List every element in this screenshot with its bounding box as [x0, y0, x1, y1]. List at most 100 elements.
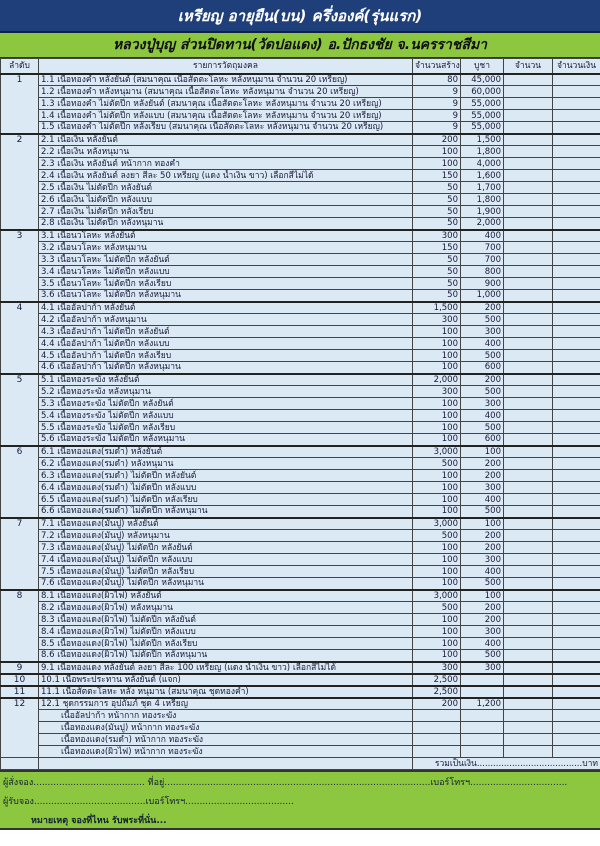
amount-cell[interactable]: [552, 277, 600, 290]
amount-cell[interactable]: [552, 625, 600, 638]
amount-cell[interactable]: [552, 313, 600, 326]
order-qty-cell[interactable]: [503, 733, 553, 746]
amount-cell[interactable]: [552, 588, 600, 602]
amount-cell[interactable]: [552, 553, 600, 566]
order-qty-cell[interactable]: [503, 241, 553, 254]
order-qty-cell[interactable]: [503, 433, 553, 446]
amount-cell[interactable]: [552, 109, 600, 122]
order-qty-cell[interactable]: [503, 625, 553, 638]
amount-cell[interactable]: [552, 637, 600, 650]
order-qty-cell[interactable]: [503, 397, 553, 410]
order-qty-cell[interactable]: [503, 637, 553, 650]
order-qty-cell[interactable]: [503, 228, 553, 242]
order-qty-cell[interactable]: [503, 313, 553, 326]
order-qty-cell[interactable]: [503, 385, 553, 398]
amount-cell[interactable]: [552, 684, 600, 698]
amount-cell[interactable]: [552, 265, 600, 278]
orderer-line[interactable]: ผู้สั่งจอง..............................…: [3, 778, 568, 788]
amount-cell[interactable]: [552, 493, 600, 506]
order-qty-cell[interactable]: [503, 132, 553, 146]
receiver-line[interactable]: ผู้รับจอง...............................…: [3, 797, 294, 807]
amount-cell[interactable]: [552, 253, 600, 266]
amount-cell[interactable]: [552, 421, 600, 434]
order-qty-cell[interactable]: [503, 660, 553, 674]
amount-cell[interactable]: [552, 469, 600, 482]
amount-cell[interactable]: [552, 193, 600, 206]
amount-cell[interactable]: [552, 300, 600, 314]
amount-cell[interactable]: [552, 132, 600, 146]
amount-cell[interactable]: [552, 409, 600, 422]
order-qty-cell[interactable]: [503, 469, 553, 482]
amount-cell[interactable]: [552, 181, 600, 194]
amount-cell[interactable]: [552, 577, 600, 590]
amount-cell[interactable]: [552, 157, 600, 170]
amount-cell[interactable]: [552, 85, 600, 98]
order-qty-cell[interactable]: [503, 121, 553, 134]
amount-cell[interactable]: [552, 97, 600, 110]
amount-cell[interactable]: [552, 457, 600, 470]
amount-cell[interactable]: [552, 721, 600, 734]
order-qty-cell[interactable]: [503, 205, 553, 218]
order-qty-cell[interactable]: [503, 253, 553, 266]
order-qty-cell[interactable]: [503, 157, 553, 170]
order-qty-cell[interactable]: [503, 684, 553, 698]
order-qty-cell[interactable]: [503, 457, 553, 470]
amount-cell[interactable]: [552, 205, 600, 218]
order-qty-cell[interactable]: [503, 613, 553, 626]
amount-cell[interactable]: [552, 696, 600, 710]
amount-cell[interactable]: [552, 169, 600, 182]
amount-cell[interactable]: [552, 289, 600, 302]
amount-cell[interactable]: [552, 217, 600, 230]
order-qty-cell[interactable]: [503, 565, 553, 578]
amount-cell[interactable]: [552, 745, 600, 758]
amount-cell[interactable]: [552, 649, 600, 662]
order-qty-cell[interactable]: [503, 181, 553, 194]
amount-cell[interactable]: [552, 505, 600, 518]
amount-cell[interactable]: [552, 337, 600, 350]
order-qty-cell[interactable]: [503, 349, 553, 362]
order-qty-cell[interactable]: [503, 444, 553, 458]
order-qty-cell[interactable]: [503, 588, 553, 602]
amount-cell[interactable]: [552, 444, 600, 458]
order-qty-cell[interactable]: [503, 577, 553, 590]
order-qty-cell[interactable]: [503, 72, 553, 86]
amount-cell[interactable]: [552, 613, 600, 626]
order-qty-cell[interactable]: [503, 721, 553, 734]
order-qty-cell[interactable]: [503, 672, 553, 686]
order-qty-cell[interactable]: [503, 372, 553, 386]
order-qty-cell[interactable]: [503, 193, 553, 206]
amount-cell[interactable]: [552, 541, 600, 554]
amount-cell[interactable]: [552, 516, 600, 530]
order-qty-cell[interactable]: [503, 696, 553, 710]
amount-cell[interactable]: [552, 565, 600, 578]
order-qty-cell[interactable]: [503, 169, 553, 182]
order-qty-cell[interactable]: [503, 85, 553, 98]
amount-cell[interactable]: [552, 709, 600, 722]
amount-cell[interactable]: [552, 385, 600, 398]
amount-cell[interactable]: [552, 529, 600, 542]
amount-cell[interactable]: [552, 481, 600, 494]
order-qty-cell[interactable]: [503, 97, 553, 110]
amount-cell[interactable]: [552, 733, 600, 746]
order-qty-cell[interactable]: [503, 409, 553, 422]
amount-cell[interactable]: [552, 372, 600, 386]
order-qty-cell[interactable]: [503, 553, 553, 566]
order-qty-cell[interactable]: [503, 493, 553, 506]
amount-cell[interactable]: [552, 433, 600, 446]
order-qty-cell[interactable]: [503, 145, 553, 158]
amount-cell[interactable]: [552, 145, 600, 158]
order-qty-cell[interactable]: [503, 109, 553, 122]
amount-cell[interactable]: [552, 325, 600, 338]
order-qty-cell[interactable]: [503, 541, 553, 554]
order-qty-cell[interactable]: [503, 337, 553, 350]
order-qty-cell[interactable]: [503, 361, 553, 374]
order-qty-cell[interactable]: [503, 529, 553, 542]
order-qty-cell[interactable]: [503, 217, 553, 230]
order-qty-cell[interactable]: [503, 601, 553, 614]
amount-cell[interactable]: [552, 660, 600, 674]
amount-cell[interactable]: [552, 72, 600, 86]
order-qty-cell[interactable]: [503, 745, 553, 758]
order-qty-cell[interactable]: [503, 505, 553, 518]
order-qty-cell[interactable]: [503, 516, 553, 530]
amount-cell[interactable]: [552, 228, 600, 242]
